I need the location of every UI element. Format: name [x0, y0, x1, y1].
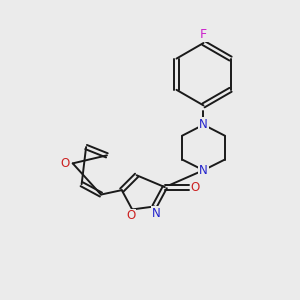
Text: F: F	[200, 28, 207, 41]
Text: O: O	[126, 209, 135, 223]
Text: N: N	[152, 206, 160, 220]
Text: N: N	[199, 118, 208, 131]
Text: N: N	[199, 164, 208, 177]
Text: O: O	[61, 157, 70, 170]
Text: O: O	[190, 181, 200, 194]
